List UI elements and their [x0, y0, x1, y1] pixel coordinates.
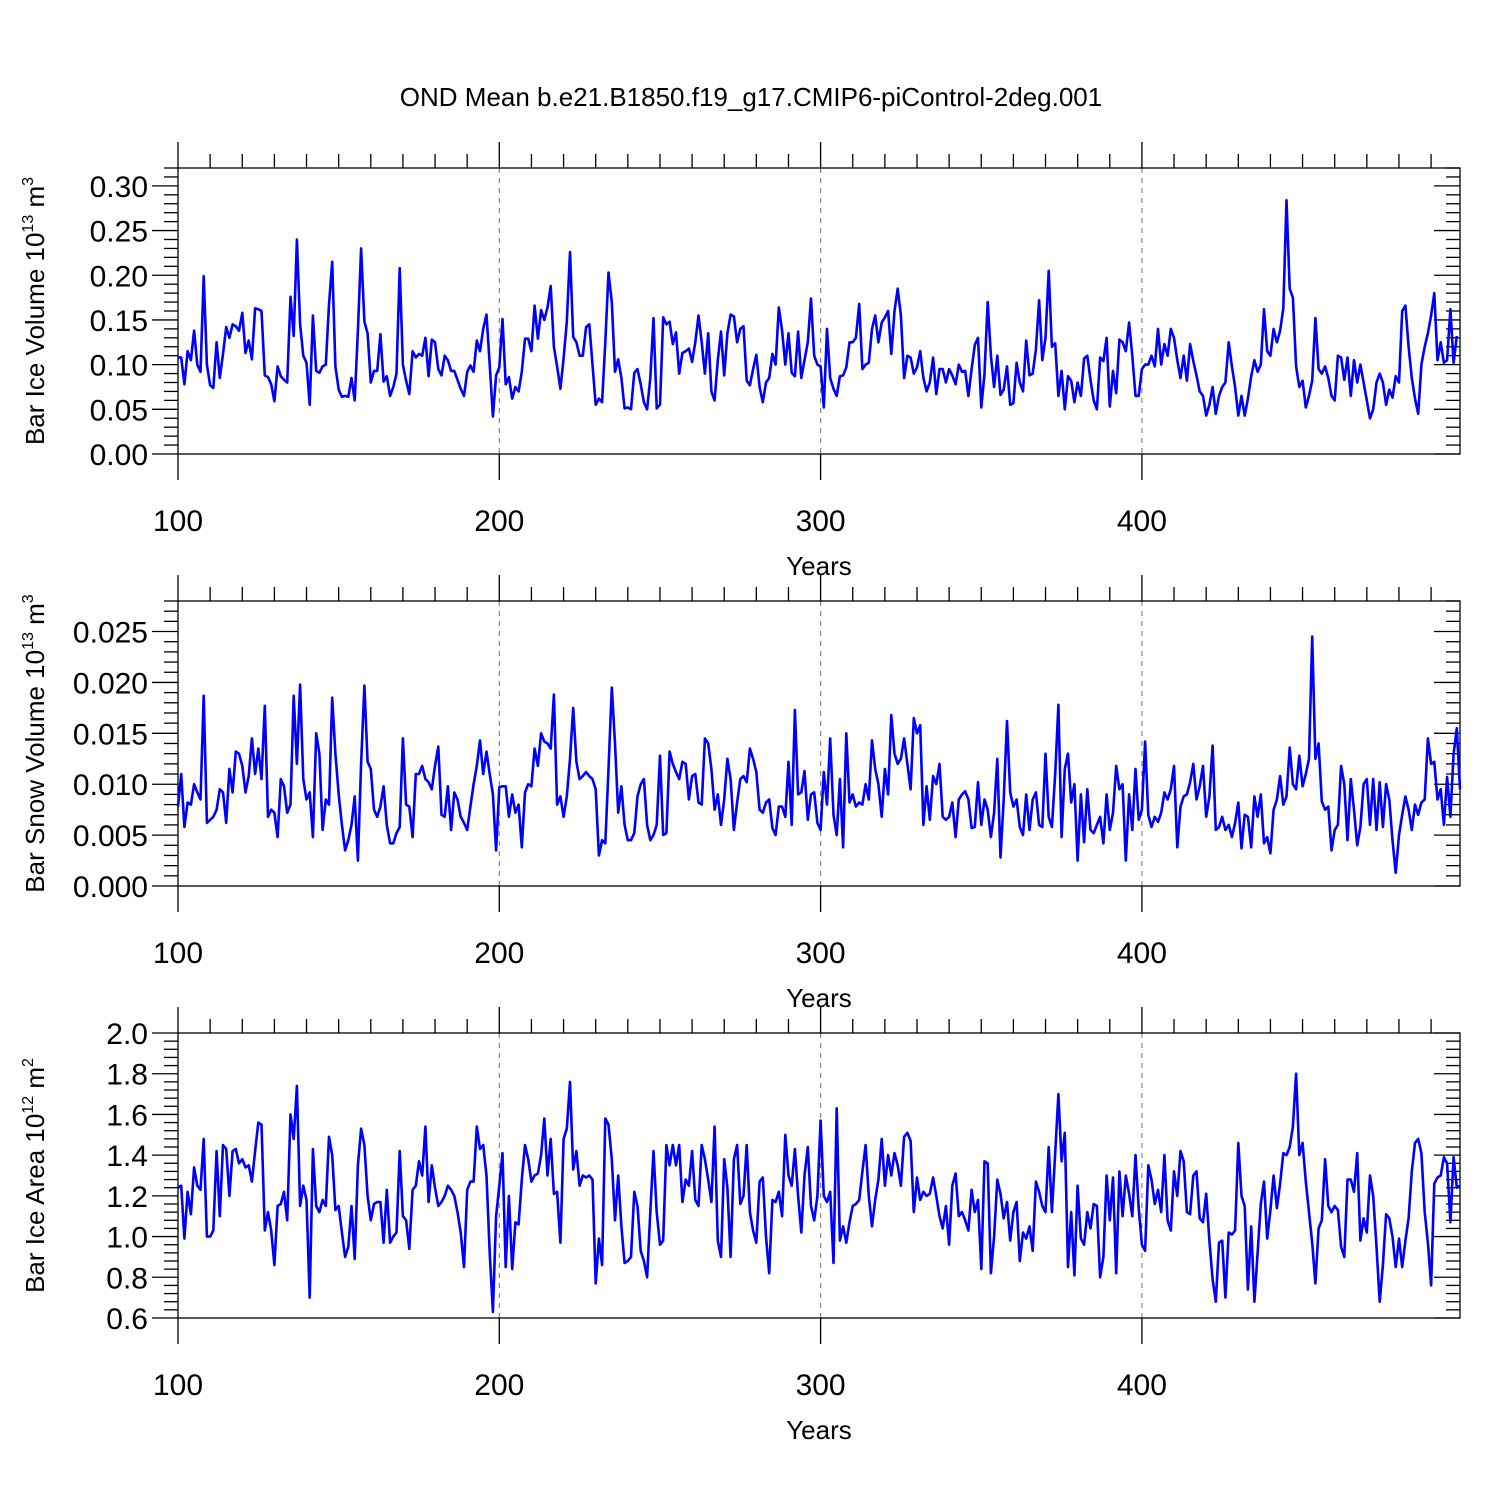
- data-series-line: [178, 198, 1459, 420]
- ice-area-panel: 0.6 0.8 1.0 1.2 1.4 1.6 1.8 2.0 100 200 300 400 Year…: [20, 1007, 1461, 1445]
- y-tick-label: 0.015: [73, 718, 148, 751]
- plot-frame: [177, 167, 1461, 455]
- y-axis-label-superscript: 12: [20, 1096, 37, 1114]
- y-axis-label: Bar Ice Area 1012 m2: [20, 1058, 50, 1293]
- y-tick-label: 0.6: [106, 1303, 148, 1336]
- y-tick-label: 0.30: [90, 171, 148, 204]
- y-tick-label: 1.8: [106, 1059, 148, 1092]
- y-tick-label: 0.10: [90, 350, 148, 383]
- x-tick-label: 100: [153, 505, 203, 538]
- y-tick-label: 0.025: [73, 617, 148, 650]
- y-axis-label-superscript: 3: [20, 177, 37, 186]
- y-axis-label-superscript: 2: [20, 1058, 37, 1067]
- x-tick-label: 100: [153, 937, 203, 970]
- y-tick-label: 2.0: [106, 1018, 148, 1051]
- x-axis-label: Years: [786, 983, 852, 1013]
- x-tick-label: 300: [796, 1369, 846, 1402]
- plot-frame: [177, 1032, 1461, 1319]
- y-axis-label: Bar Snow Volume 1013 m3: [20, 594, 50, 893]
- ice-volume-panel: 0.00 0.05 0.10 0.15 0.20 0.25 0.30 100 200 300 400…: [20, 142, 1461, 581]
- x-axis-label: Years: [786, 1415, 852, 1445]
- x-tick-label: 100: [153, 1369, 203, 1402]
- y-axis-label-part: Bar Ice Volume 10: [20, 233, 50, 445]
- x-axis-label: Years: [786, 551, 852, 581]
- y-axis-label-part: m: [20, 186, 50, 215]
- y-axis-label-part: Bar Snow Volume 10: [20, 650, 50, 893]
- y-tick-label: 0.000: [73, 871, 148, 904]
- y-axis-label-part: m: [20, 1067, 50, 1096]
- y-tick-label: 1.0: [106, 1222, 148, 1255]
- y-axis-label-part: m: [20, 603, 50, 632]
- y-tick-label: 0.15: [90, 305, 148, 338]
- x-tick-label: 200: [474, 937, 524, 970]
- y-tick-label: 0.8: [106, 1262, 148, 1295]
- y-tick-label: 0.00: [90, 439, 148, 472]
- snow-volume-panel: 0.000 0.005 0.010 0.015 0.020 0.025 100 200 300 4…: [20, 575, 1462, 1013]
- y-axis-label-part: Bar Ice Area 10: [20, 1114, 50, 1293]
- y-tick-label: 0.010: [73, 769, 148, 802]
- y-axis-label-superscript: 13: [20, 215, 37, 233]
- y-tick-label: 1.4: [106, 1140, 148, 1173]
- x-tick-label: 300: [796, 505, 846, 538]
- x-tick-label: 400: [1117, 1369, 1167, 1402]
- x-tick-label: 400: [1117, 505, 1167, 538]
- x-tick-label: 300: [796, 937, 846, 970]
- y-tick-label: 0.005: [73, 820, 148, 853]
- data-series-line: [176, 635, 1462, 875]
- y-tick-label: 0.05: [90, 394, 148, 427]
- x-tick-label: 200: [474, 505, 524, 538]
- y-tick-label: 0.020: [73, 667, 148, 700]
- y-axis-label: Bar Ice Volume 1013 m3: [20, 177, 50, 445]
- y-tick-label: 0.25: [90, 216, 148, 249]
- y-axis-label-superscript: 13: [20, 632, 37, 650]
- y-axis-label-superscript: 3: [20, 594, 37, 603]
- x-tick-label: 400: [1117, 937, 1167, 970]
- x-tick-label: 200: [474, 1369, 524, 1402]
- y-tick-label: 1.2: [106, 1181, 148, 1214]
- data-series-line: [177, 1072, 1461, 1314]
- y-tick-label: 1.6: [106, 1099, 148, 1132]
- figure-title: OND Mean b.e21.B1850.f19_g17.CMIP6-piCon…: [400, 82, 1102, 112]
- y-tick-label: 0.20: [90, 260, 148, 293]
